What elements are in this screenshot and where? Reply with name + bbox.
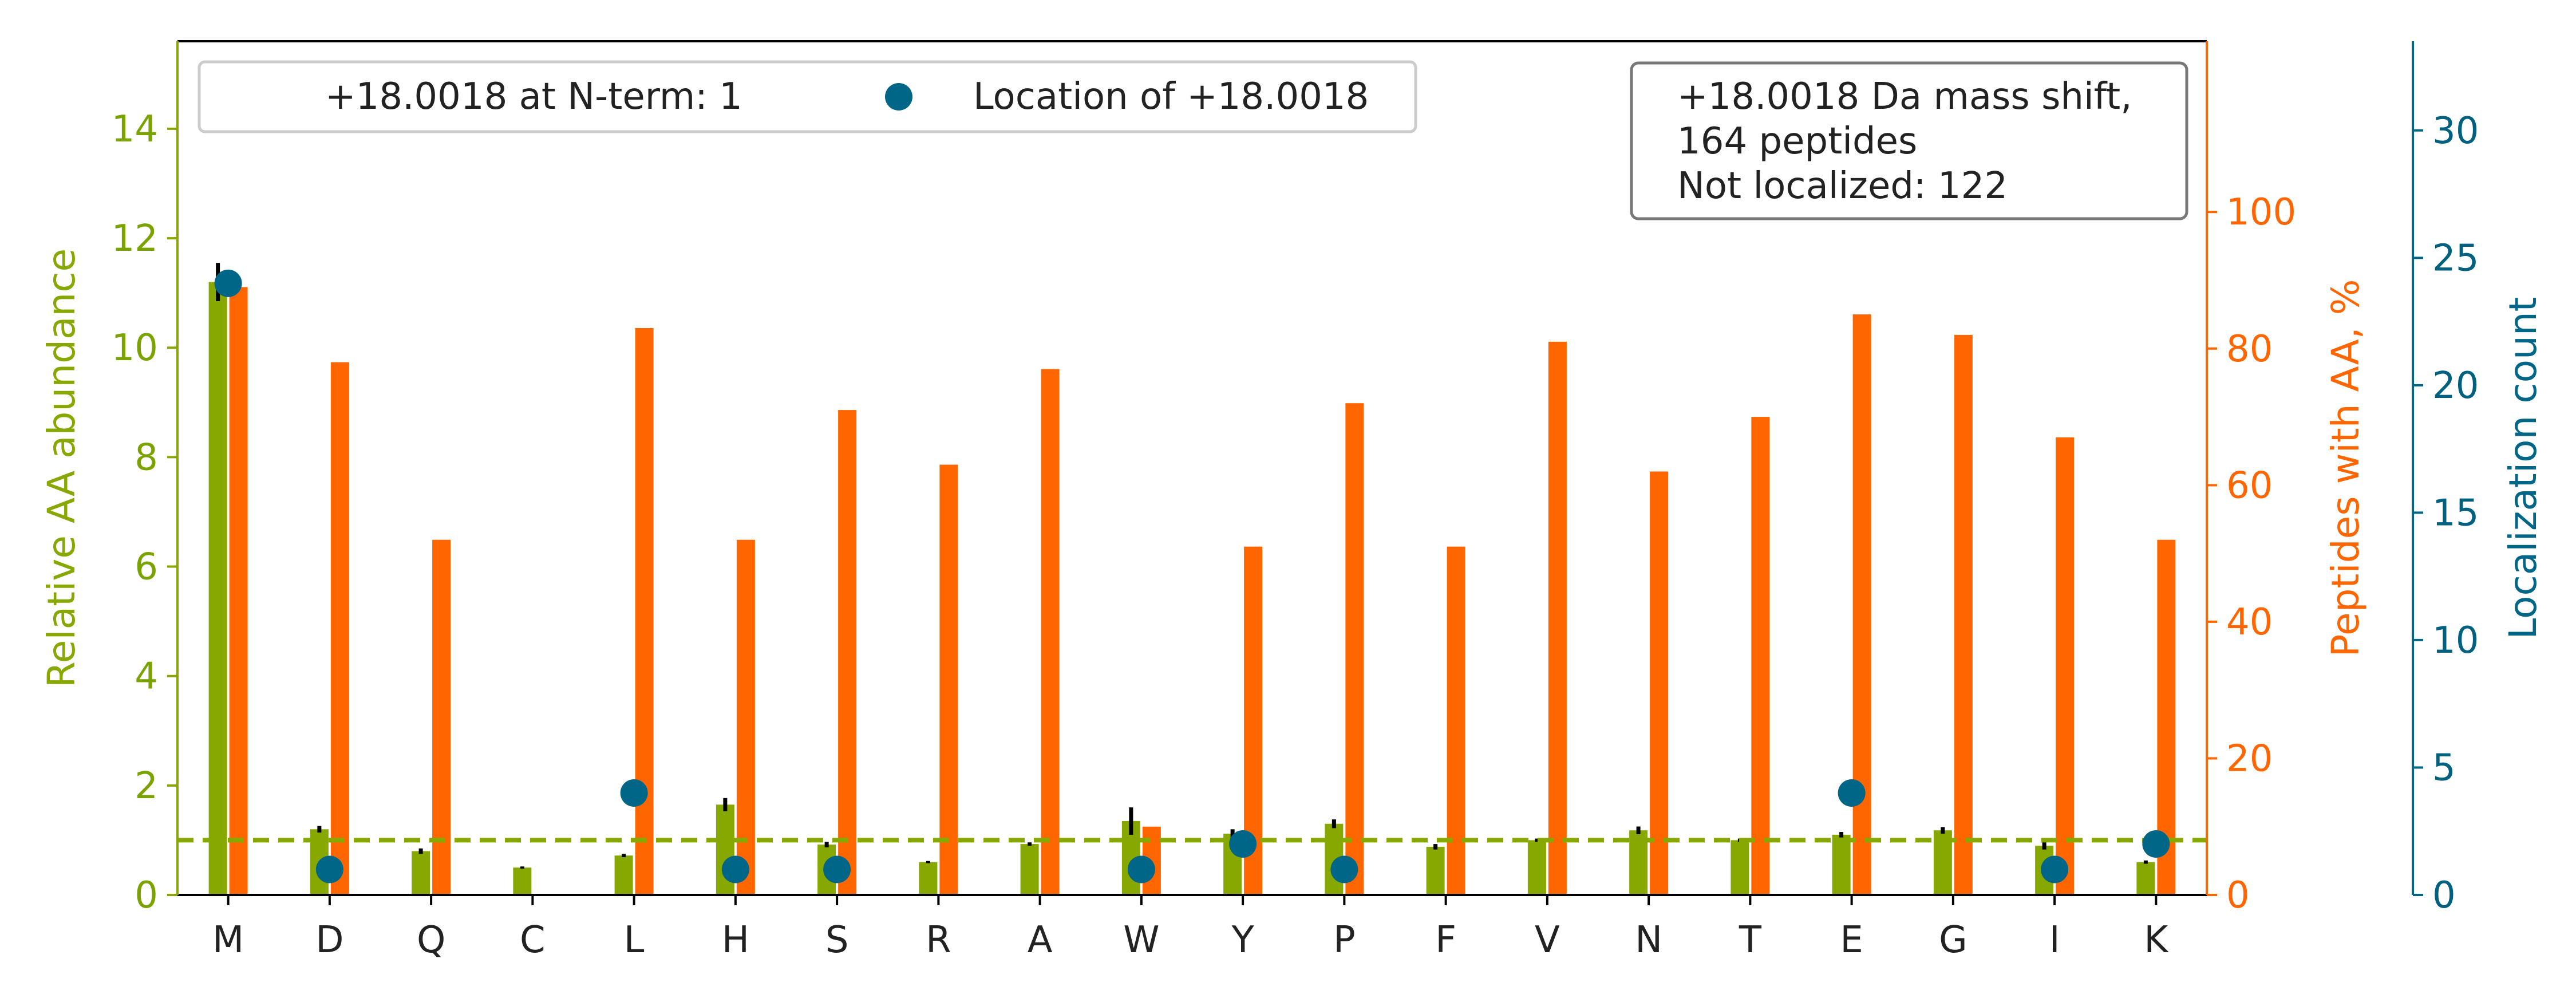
abundance-bar-M	[208, 282, 227, 895]
x-tick-label-N: N	[1635, 919, 1662, 961]
y1-tick-label-10: 10	[112, 327, 158, 369]
peptides-bar-V	[1548, 341, 1567, 895]
x-tick-label-C: C	[520, 919, 546, 961]
y2-tick-label-20: 20	[2226, 737, 2273, 780]
location-dot-S	[823, 855, 851, 883]
abundance-bar-A	[1020, 844, 1039, 895]
y1-tick-label-6: 6	[135, 546, 158, 589]
peptides-bar-S	[838, 410, 857, 895]
legend-location-text: Location of +18.0018	[973, 76, 1369, 118]
abundance-bar-E	[1832, 834, 1851, 895]
y2-tick-label-100: 100	[2226, 191, 2296, 234]
y1-tick-label-12: 12	[112, 218, 158, 260]
y3-tick-label-5: 5	[2432, 747, 2456, 789]
peptides-bar-P	[1345, 403, 1364, 895]
peptides-bar-E	[1852, 314, 1871, 895]
info-line-3: Not localized: 122	[1677, 165, 2008, 207]
y2-tick-label-40: 40	[2226, 601, 2273, 644]
peptides-bar-N	[1650, 471, 1669, 895]
x-tick-label-V: V	[1535, 919, 1560, 961]
x-tick-label-P: P	[1333, 919, 1356, 961]
y3-tick-label-0: 0	[2432, 874, 2456, 917]
y3-tick-label-25: 25	[2432, 237, 2479, 279]
x-tick-label-Q: Q	[417, 919, 445, 961]
y2-tick-label-80: 80	[2226, 328, 2273, 370]
location-dot-H	[721, 855, 749, 883]
peptides-bar-H	[736, 539, 755, 895]
y1-axis-label: Relative AA abundance	[39, 248, 84, 688]
x-tick-label-E: E	[1840, 919, 1863, 961]
x-tick-label-A: A	[1028, 919, 1053, 961]
x-tick-label-W: W	[1123, 919, 1159, 961]
peptides-bar-T	[1751, 417, 1770, 895]
x-tick-label-G: G	[1939, 919, 1967, 961]
location-dot-I	[2041, 855, 2069, 883]
x-tick-label-F: F	[1435, 919, 1456, 961]
location-dot-L	[620, 779, 648, 807]
y3-tick-label-20: 20	[2432, 365, 2479, 407]
info-box	[1630, 61, 2188, 220]
legend-nterm-text: +18.0018 at N-term: 1	[325, 76, 742, 118]
y1-tick-label-8: 8	[135, 436, 158, 479]
x-tick-label-D: D	[315, 919, 343, 961]
abundance-bar-K	[2136, 862, 2155, 895]
y2-axis-label: Peptides with AA, %	[2324, 279, 2368, 657]
abundance-bar-V	[1527, 840, 1546, 895]
peptides-bar-Q	[432, 539, 451, 895]
y3-tick-label-15: 15	[2432, 492, 2479, 534]
location-dot-Y	[1229, 830, 1257, 858]
x-tick-label-L: L	[624, 919, 645, 961]
y1-tick-label-0: 0	[135, 874, 158, 917]
abundance-bar-Q	[412, 851, 430, 895]
y3-tick-label-10: 10	[2432, 620, 2479, 662]
x-tick-label-Y: Y	[1231, 919, 1255, 961]
abundance-bar-F	[1426, 846, 1445, 895]
peptides-bar-F	[1447, 546, 1465, 895]
peptides-bar-M	[229, 287, 248, 896]
info-line-1: +18.0018 Da mass shift,	[1677, 76, 2132, 118]
peptides-bar-R	[939, 464, 958, 895]
y2-tick-label-60: 60	[2226, 464, 2273, 507]
legend-box	[197, 60, 1417, 133]
y2-tick-label-0: 0	[2226, 874, 2250, 917]
location-dot-E	[1838, 779, 1866, 807]
x-tick-label-R: R	[926, 919, 951, 961]
info-line-2: 164 peptides	[1677, 120, 1917, 163]
legend-location-marker	[885, 83, 912, 111]
x-tick-label-I: I	[2049, 919, 2060, 961]
peptides-bar-L	[635, 328, 654, 895]
location-dot-W	[1127, 855, 1155, 883]
location-dot-M	[214, 269, 242, 297]
peptides-bar-D	[330, 362, 349, 895]
y3-tick-label-30: 30	[2432, 110, 2479, 152]
x-tick-label-K: K	[2144, 919, 2169, 961]
peptides-bar-I	[2056, 437, 2075, 895]
y1-tick-label-14: 14	[112, 108, 158, 151]
x-tick-label-M: M	[212, 919, 244, 961]
x-tick-label-S: S	[825, 919, 849, 961]
location-dot-P	[1330, 855, 1358, 883]
abundance-bar-C	[513, 867, 532, 895]
abundance-bar-L	[614, 855, 633, 895]
location-dot-K	[2142, 830, 2170, 858]
peptides-bar-G	[1954, 334, 1973, 895]
x-tick-label-H: H	[722, 919, 749, 961]
abundance-bar-R	[919, 862, 938, 895]
location-dot-D	[315, 855, 343, 883]
y1-tick-label-2: 2	[135, 765, 158, 807]
x-tick-label-T: T	[1739, 919, 1762, 961]
y1-tick-label-4: 4	[135, 656, 158, 698]
abundance-bar-T	[1730, 840, 1749, 895]
y3-axis-label: Localization count	[2501, 297, 2545, 639]
peptides-bar-A	[1041, 369, 1060, 895]
